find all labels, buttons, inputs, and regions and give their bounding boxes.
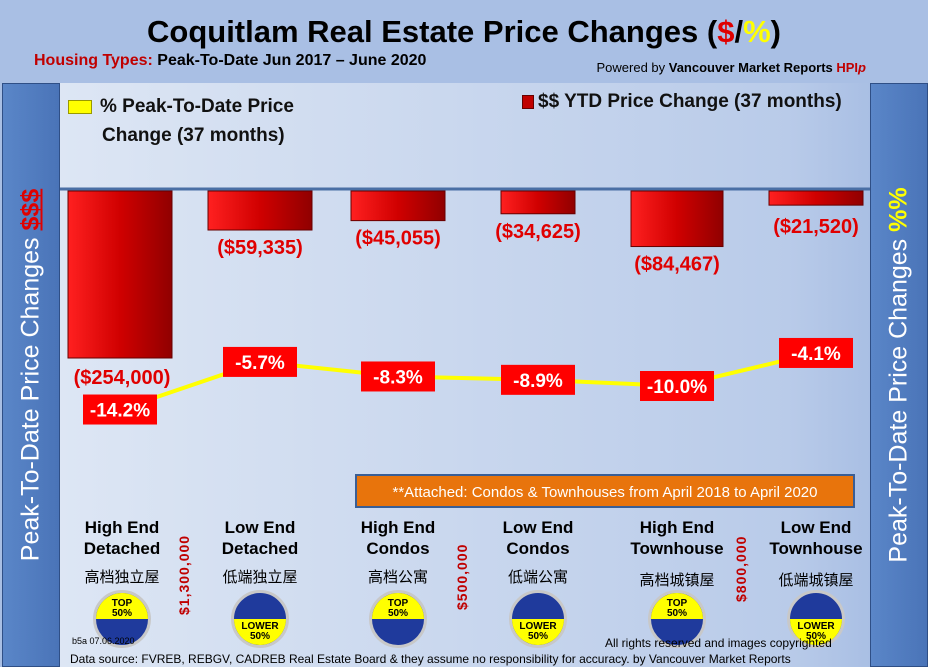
bar-4 [630, 190, 724, 248]
attached-note: **Attached: Condos & Townhouses from Apr… [355, 474, 855, 508]
threshold-detached: $1,300,000 [176, 534, 192, 615]
category-label-5: Low End Townhouse [769, 518, 863, 558]
category-label-4: High End Townhouse [630, 518, 724, 558]
threshold-townhouse: $800,000 [733, 535, 749, 602]
pct-label-4: -10.0% [647, 377, 707, 398]
powered-by: Powered by Vancouver Market Reports HPIp [596, 60, 866, 75]
category-chinese-5: 低端城镇屋 [778, 572, 854, 589]
lower-50-badge-icon: LOWER 50% [787, 590, 845, 648]
category-chinese-3: 低端公寓 [507, 569, 568, 586]
bar-0 [67, 190, 173, 359]
category-label-0: High End Detached [83, 518, 161, 558]
bar-label-4: ($84,467) [634, 254, 720, 276]
pct-label-1: -5.7% [235, 353, 285, 374]
data-source: Data source: FVREB, REBGV, CADREB Real E… [70, 652, 791, 666]
bar-label-2: ($45,055) [355, 228, 441, 250]
category-label-2: High End Condos [360, 518, 436, 558]
version-code: b5a 07.06.2020 [72, 636, 135, 646]
bar-label-1: ($59,335) [217, 237, 303, 259]
pct-label-box-5 [779, 337, 853, 368]
subtitle: Housing Types: Peak-To-Date Jun 2017 – J… [34, 52, 427, 69]
category-label-3: Low End Condos [502, 518, 574, 558]
chart-plot: ($254,000) ($59,335) ($45,055) ($34,625) ($8… [60, 187, 870, 425]
left-axis-pillar: Peak-To-Date Price Changes $$$ [2, 83, 60, 667]
bar-label-0: ($254,000) [74, 367, 171, 389]
category-chinese-0: 高档独立屋 [84, 569, 160, 586]
top-50-badge-icon: TOP 50% [93, 590, 151, 648]
pct-label-box-1 [223, 346, 297, 377]
category-chinese-2: 高档公寓 [367, 569, 428, 586]
bar-3 [500, 190, 576, 215]
bar-5 [768, 190, 864, 206]
chart-panel [60, 83, 870, 667]
lower-50-badge-icon: LOWER 50% [231, 590, 289, 648]
bar-label-5: ($21,520) [773, 216, 859, 238]
rights-text: All rights reserved and images copyright… [605, 636, 832, 650]
bar-2 [350, 190, 446, 222]
category-chinese-4: 高档城镇屋 [639, 572, 715, 589]
pct-label-2: -8.3% [373, 367, 423, 388]
legend-line: % Peak-To-Date Price Change (37 months) [68, 92, 294, 150]
right-axis-pillar: Peak-To-Date Price Changes %% [870, 83, 928, 667]
lower-50-badge-icon: LOWER 50% [509, 590, 567, 648]
threshold-condos: $500,000 [454, 543, 470, 610]
pct-label-box-2 [361, 361, 435, 392]
pct-label-5: -4.1% [791, 344, 841, 365]
top-50-badge-icon: TOP 50% [648, 590, 706, 648]
legend-bar: $$ YTD Price Change (37 months) [522, 87, 842, 116]
pct-label-box-0 [83, 394, 157, 425]
chart-title: Coquitlam Real Estate Price Changes ($/%… [147, 14, 781, 49]
bar-1 [207, 190, 313, 231]
legend-yellow-swatch-icon [68, 99, 92, 114]
bar-label-3: ($34,625) [495, 221, 581, 243]
category-chinese-1: 低端独立屋 [222, 569, 298, 586]
pct-label-3: -8.9% [513, 371, 563, 392]
legend-red-swatch-icon [522, 94, 534, 109]
pct-label-0: -14.2% [90, 401, 150, 422]
category-label-1: Low End Detached [221, 518, 299, 558]
top-50-badge-icon: TOP 50% [369, 590, 427, 648]
pct-label-box-4 [640, 371, 714, 401]
pct-label-box-3 [501, 364, 575, 395]
